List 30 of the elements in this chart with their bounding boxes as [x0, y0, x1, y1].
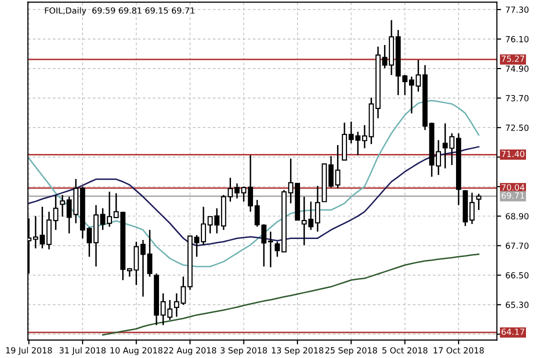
x-tick-label: 25 Sep 2018: [325, 347, 378, 356]
y-tick-label: 74.90: [506, 66, 529, 72]
ref-line-label: 70.04: [502, 184, 524, 191]
y-tick-label: 66.50: [506, 272, 529, 278]
line-series: [28, 100, 480, 268]
x-tick-label: 19 Jul 2018: [6, 347, 52, 356]
y-tick-label: 73.70: [506, 95, 529, 102]
line-series: [28, 146, 480, 246]
ref-line-label: 75.27: [502, 56, 524, 62]
y-tick-label: 77.30: [506, 6, 529, 13]
x-tick-label: 3 Sep 2018: [220, 347, 267, 356]
x-tick-label: 17 Oct 2018: [434, 347, 484, 354]
candlestick: [167, 299, 172, 321]
x-tick-label: 31 Jul 2018: [60, 347, 106, 356]
x-tick-label: 13 Sep 2018: [272, 347, 324, 356]
y-tick-label: 76.10: [506, 36, 529, 42]
y-tick-label: 68.90: [506, 213, 529, 220]
candlestick: [476, 193, 482, 211]
x-tick-label: 5 Oct 2018: [382, 347, 428, 354]
y-tick-label: 67.70: [506, 242, 529, 249]
candlestick: [442, 122, 448, 170]
ref-line-label: 64.17: [502, 328, 524, 335]
y-tick-label: 72.50: [506, 124, 529, 131]
x-tick-label: 22 Aug 2018: [164, 347, 216, 356]
ref-line-label: 69.71: [502, 192, 524, 199]
line-series: [102, 254, 480, 336]
y-tick-label: 65.30: [506, 302, 529, 308]
x-tick-label: 10 Aug 2018: [110, 347, 162, 356]
ref-line-label: 71.40: [502, 150, 524, 158]
text: FOIL,Daily 69.59 69.81 69.15 69.71: [45, 7, 194, 16]
